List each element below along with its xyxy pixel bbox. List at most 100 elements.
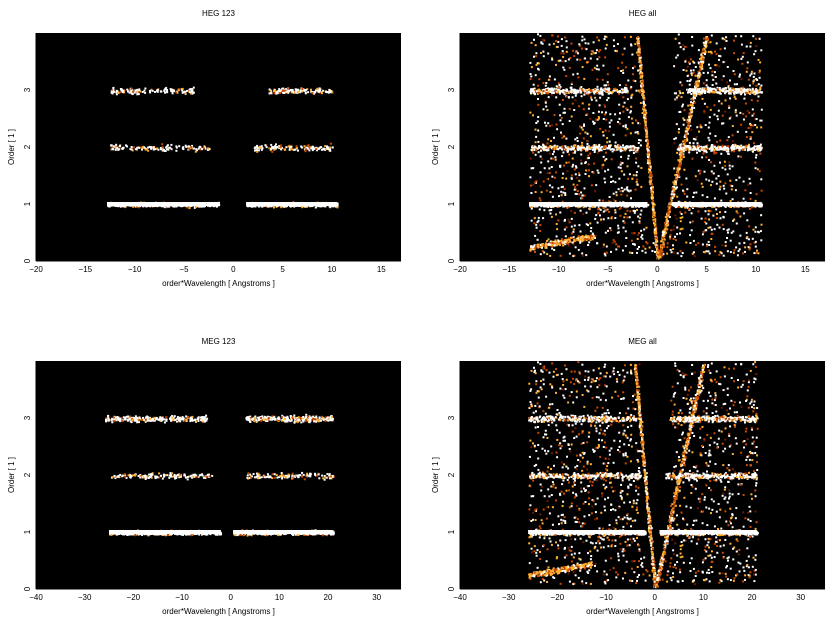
- data-pixel: [723, 60, 726, 63]
- data-pixel: [620, 146, 623, 149]
- data-pixel: [664, 222, 666, 225]
- data-pixel: [634, 131, 637, 134]
- data-pixel: [564, 111, 566, 114]
- data-pixel: [581, 39, 584, 42]
- data-pixel: [181, 91, 184, 94]
- data-pixel: [695, 191, 698, 194]
- data-pixel: [623, 101, 626, 104]
- data-pixel: [536, 221, 539, 224]
- data-pixel: [678, 111, 681, 113]
- data-pixel: [704, 50, 707, 53]
- data-pixel: [618, 122, 621, 125]
- data-pixel: [691, 104, 694, 107]
- data-pixel: [636, 120, 639, 123]
- data-pixel: [578, 172, 581, 175]
- data-pixel: [560, 194, 563, 197]
- data-pixel: [166, 148, 168, 151]
- data-pixel: [531, 148, 534, 151]
- data-pixel: [673, 195, 675, 198]
- data-pixel: [532, 114, 534, 117]
- data-pixel: [685, 127, 688, 130]
- data-pixel: [304, 205, 306, 208]
- data-pixel: [181, 89, 184, 92]
- data-pixel: [698, 82, 701, 85]
- data-pixel: [533, 244, 536, 247]
- data-pixel: [587, 163, 590, 166]
- data-pixel: [168, 146, 171, 149]
- data-pixel: [617, 145, 620, 148]
- data-pixel: [719, 161, 721, 164]
- data-pixel: [735, 179, 738, 182]
- data-pixel: [322, 89, 325, 92]
- data-pixel: [697, 84, 700, 87]
- data-pixel: [552, 205, 555, 208]
- data-pixel: [632, 152, 635, 154]
- data-pixel: [533, 145, 536, 148]
- data-pixel: [330, 90, 333, 93]
- data-pixel: [707, 209, 710, 212]
- data-pixel: [641, 234, 644, 237]
- data-pixel: [565, 177, 568, 180]
- data-pixel: [560, 38, 563, 41]
- data-pixel: [204, 147, 207, 150]
- data-pixel: [623, 221, 626, 224]
- data-pixel: [698, 172, 701, 175]
- data-pixel: [625, 84, 628, 87]
- data-pixel: [645, 139, 648, 142]
- data-pixel: [638, 222, 641, 225]
- data-pixel: [306, 88, 309, 91]
- data-pixel: [751, 131, 754, 134]
- data-pixel: [218, 203, 221, 206]
- data-pixel: [598, 50, 600, 53]
- data-pixel: [582, 206, 585, 209]
- data-pixel: [640, 74, 643, 77]
- data-pixel: [750, 99, 753, 102]
- data-pixel: [687, 126, 689, 128]
- data-pixel: [589, 222, 592, 225]
- data-pixel: [580, 153, 583, 156]
- data-pixel: [679, 81, 682, 84]
- data-pixel: [614, 217, 617, 219]
- data-pixel: [734, 206, 737, 208]
- data-pixel: [649, 165, 652, 168]
- data-pixel: [589, 238, 592, 241]
- data-pixel: [720, 152, 723, 155]
- data-pixel: [580, 126, 583, 129]
- data-pixel: [652, 220, 655, 223]
- data-pixel: [754, 124, 757, 126]
- data-pixel: [331, 146, 334, 149]
- data-pixel: [597, 147, 600, 150]
- data-pixel: [580, 236, 583, 239]
- data-pixel: [154, 148, 157, 151]
- data-pixel: [679, 250, 682, 253]
- data-pixel: [720, 252, 723, 255]
- data-pixel: [555, 123, 558, 126]
- data-pixel: [628, 149, 631, 152]
- data-pixel: [116, 90, 119, 93]
- data-pixel: [729, 179, 732, 182]
- data-pixel: [674, 98, 677, 101]
- data-pixel: [716, 213, 718, 215]
- data-pixel: [749, 41, 752, 44]
- data-pixel: [702, 60, 705, 63]
- data-pixel: [637, 146, 640, 149]
- data-pixel: [122, 90, 125, 93]
- data-pixel: [261, 147, 264, 150]
- data-pixel: [290, 89, 293, 92]
- data-pixel: [645, 137, 648, 140]
- data-pixel: [156, 90, 159, 93]
- data-pixel: [650, 174, 652, 177]
- data-pixel: [621, 190, 624, 193]
- data-pixel: [553, 241, 555, 244]
- data-pixel: [584, 161, 587, 164]
- data-pixel: [719, 55, 722, 58]
- data-pixel: [711, 84, 714, 86]
- data-pixel: [140, 146, 142, 149]
- data-pixel: [574, 238, 577, 241]
- data-pixel: [679, 217, 682, 219]
- data-pixel: [562, 241, 564, 244]
- data-pixel: [627, 189, 630, 192]
- data-pixel: [256, 145, 259, 148]
- data-pixel: [561, 155, 564, 158]
- data-pixel: [268, 88, 271, 91]
